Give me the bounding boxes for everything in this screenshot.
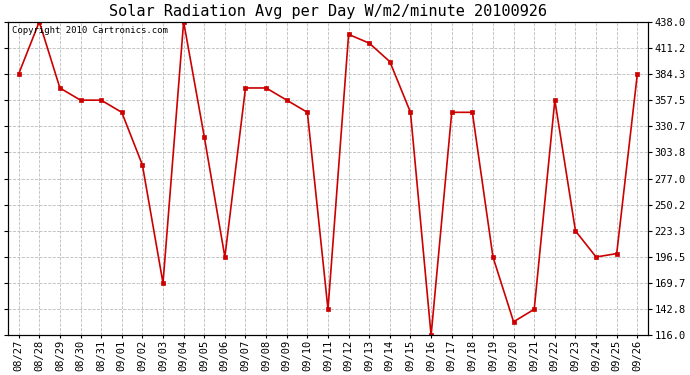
Title: Solar Radiation Avg per Day W/m2/minute 20100926: Solar Radiation Avg per Day W/m2/minute … <box>109 4 547 19</box>
Text: Copyright 2010 Cartronics.com: Copyright 2010 Cartronics.com <box>12 26 168 35</box>
